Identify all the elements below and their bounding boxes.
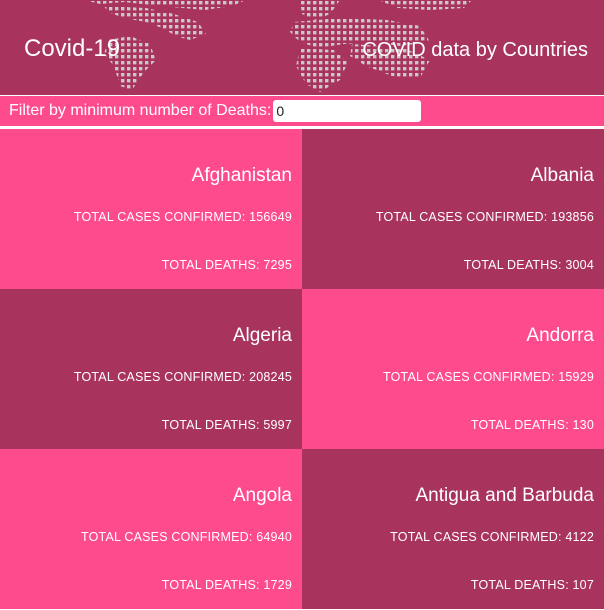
country-card: Angola TOTAL CASES CONFIRMED: 64940 TOTA… [0,449,302,609]
country-card: Algeria TOTAL CASES CONFIRMED: 208245 TO… [0,289,302,449]
total-cases: TOTAL CASES CONFIRMED: 156649 [73,210,292,224]
page-subtitle: COVID data by Countries [362,39,588,61]
min-deaths-input[interactable] [273,100,422,122]
total-cases: TOTAL CASES CONFIRMED: 15929 [383,370,594,384]
total-cases: TOTAL CASES CONFIRMED: 208245 [73,370,292,384]
country-name: Afghanistan [191,165,292,186]
total-deaths: TOTAL DEATHS: 107 [470,578,594,592]
country-card: Albania TOTAL CASES CONFIRMED: 193856 TO… [302,129,604,289]
world-map-dots-icon [84,0,472,92]
country-name: Angola [232,485,292,506]
country-card: Antigua and Barbuda TOTAL CASES CONFIRME… [302,449,604,609]
total-deaths: TOTAL DEATHS: 5997 [161,418,292,432]
total-deaths: TOTAL DEATHS: 130 [470,418,594,432]
country-grid: Afghanistan TOTAL CASES CONFIRMED: 15664… [0,129,604,609]
filter-label: Filter by minimum number of Deaths: [9,102,272,119]
country-card: Andorra TOTAL CASES CONFIRMED: 15929 TOT… [302,289,604,449]
app-title: Covid-19 [24,35,121,62]
country-name: Albania [530,165,594,186]
total-deaths: TOTAL DEATHS: 7295 [161,258,292,272]
country-name: Algeria [232,325,292,346]
country-name: Antigua and Barbuda [415,485,594,506]
total-cases: TOTAL CASES CONFIRMED: 193856 [375,210,594,224]
total-deaths: TOTAL DEATHS: 3004 [463,258,594,272]
total-deaths: TOTAL DEATHS: 1729 [161,578,292,592]
total-cases: TOTAL CASES CONFIRMED: 4122 [390,530,594,544]
deaths-filter-bar: Filter by minimum number of Deaths: [0,96,604,126]
page-header: Covid-19 COVID data by Countries [0,0,604,95]
country-name: Andorra [526,325,594,346]
total-cases: TOTAL CASES CONFIRMED: 64940 [81,530,292,544]
country-card: Afghanistan TOTAL CASES CONFIRMED: 15664… [0,129,302,289]
